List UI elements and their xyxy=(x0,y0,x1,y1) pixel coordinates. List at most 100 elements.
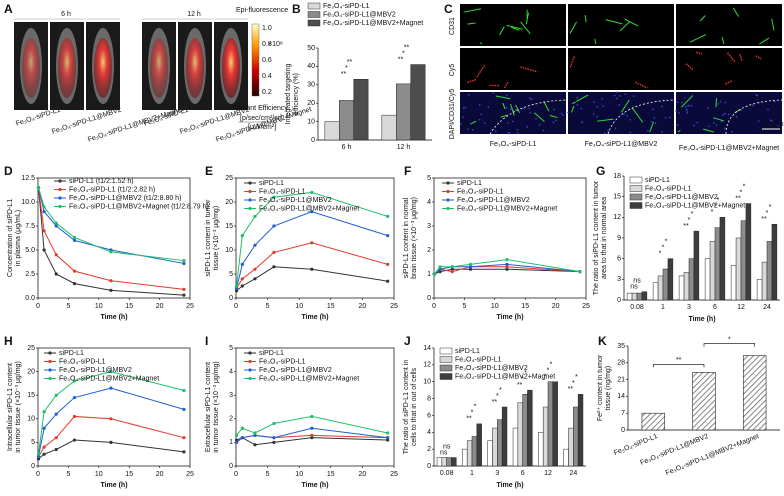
significance: * xyxy=(524,370,527,377)
data-point xyxy=(386,279,390,283)
vessel xyxy=(755,55,762,60)
data-point xyxy=(310,436,314,440)
data-point xyxy=(468,267,473,271)
panel-label: I xyxy=(205,334,208,348)
data-point xyxy=(240,284,244,288)
nucleus xyxy=(593,101,596,104)
data-point xyxy=(72,438,77,442)
y-tick-label: 0 xyxy=(311,137,315,144)
vessel xyxy=(605,19,623,25)
nucleus xyxy=(616,97,618,100)
colorbar xyxy=(251,23,260,97)
bar xyxy=(771,223,778,301)
nucleus xyxy=(607,129,609,132)
nucleus xyxy=(596,115,599,118)
nucleus xyxy=(756,94,758,97)
data-point xyxy=(468,262,473,266)
bar xyxy=(538,432,544,467)
y-tick-label: 10.0 xyxy=(21,199,35,206)
data-point xyxy=(240,426,244,430)
x-tick-label: 0 xyxy=(36,471,40,478)
vessel xyxy=(715,98,717,108)
data-point xyxy=(234,284,239,288)
legend-label: siPD-L1 (t1/2:1.52 h) xyxy=(69,178,134,185)
vessel xyxy=(510,103,515,116)
significance: * xyxy=(728,336,731,343)
nucleus xyxy=(769,119,772,122)
nucleus xyxy=(603,132,606,134)
significance: ns xyxy=(630,284,638,291)
vessel xyxy=(515,104,521,114)
nucleus xyxy=(552,121,555,124)
x-tick-label: 5 xyxy=(66,471,70,478)
significance: ns xyxy=(443,443,451,450)
nucleus xyxy=(686,110,688,112)
bar xyxy=(497,419,503,467)
x-axis-label: Time (h) xyxy=(496,482,523,489)
legend-swatch xyxy=(58,179,62,183)
y-axis-label: cells to that in out of cells xyxy=(411,367,418,446)
x-tick-label: Fe₃O₄-siPD-L1 xyxy=(613,433,659,457)
y-tick-label: 5 xyxy=(229,271,233,278)
legend-swatch xyxy=(248,206,252,211)
x-tick-label: 0 xyxy=(36,303,40,310)
nucleus xyxy=(516,129,519,131)
legend-swatch xyxy=(248,181,252,185)
legend-label: siPD-L1 xyxy=(59,350,84,357)
nucleus xyxy=(535,118,537,120)
significance: * xyxy=(711,209,714,216)
data-point xyxy=(36,454,41,459)
nucleus xyxy=(560,112,563,115)
significance: * xyxy=(544,374,547,381)
nucleus xyxy=(724,101,727,104)
y-axis-label: Integrated targeting xyxy=(285,64,292,125)
y-axis-label: efficiency (%) xyxy=(293,73,300,115)
y-tick-label: 20 xyxy=(307,100,315,107)
data-point xyxy=(36,452,41,456)
significance: * xyxy=(575,374,578,381)
data-point xyxy=(505,267,509,271)
vessel xyxy=(467,78,477,84)
legend-swatch xyxy=(439,356,453,363)
nucleus xyxy=(675,110,677,112)
significance: * xyxy=(572,380,575,387)
y-axis-label: The ratio of siPD-L1 content in xyxy=(403,360,410,455)
column-label: Fe₃O₄-siPD-L1@MBV2+Magnet xyxy=(679,145,779,152)
data-point xyxy=(272,224,276,228)
y-tick-label: 12 xyxy=(423,362,431,369)
x-axis-label: Time (h) xyxy=(301,482,328,489)
nucleus xyxy=(528,107,530,110)
x-tick-label: 15 xyxy=(125,471,133,478)
significance: * xyxy=(659,251,662,258)
data-point xyxy=(36,457,41,461)
y-tick-label: 0 xyxy=(229,463,233,470)
x-tick-label: 6 xyxy=(521,470,525,477)
x-tick-label: 3 xyxy=(687,304,691,311)
data-point xyxy=(54,436,58,440)
nucleus xyxy=(505,107,508,109)
y-tick-label: 5 xyxy=(229,345,233,352)
fluorescence xyxy=(150,38,168,98)
vessel xyxy=(771,18,775,31)
data-point xyxy=(54,221,58,225)
y-tick-label: 3 xyxy=(617,276,621,283)
panel-label: K xyxy=(598,334,607,348)
nucleus xyxy=(596,106,599,108)
series-line xyxy=(38,371,185,455)
data-point xyxy=(42,426,46,430)
y-tick-label: 0 xyxy=(229,295,233,302)
nucleus xyxy=(752,104,754,107)
nucleus xyxy=(538,124,541,126)
bar xyxy=(678,275,685,301)
nucleus xyxy=(678,112,680,114)
legend-swatch xyxy=(58,187,62,192)
y-tick-label: 12 xyxy=(613,214,621,221)
data-point xyxy=(432,272,437,276)
significance: ** xyxy=(341,71,347,78)
x-tick-label: 5 xyxy=(66,303,70,310)
legend-swatch xyxy=(58,204,62,209)
bar xyxy=(631,292,638,301)
data-point xyxy=(54,224,58,228)
plot-frame xyxy=(235,177,395,299)
bar xyxy=(381,114,397,141)
